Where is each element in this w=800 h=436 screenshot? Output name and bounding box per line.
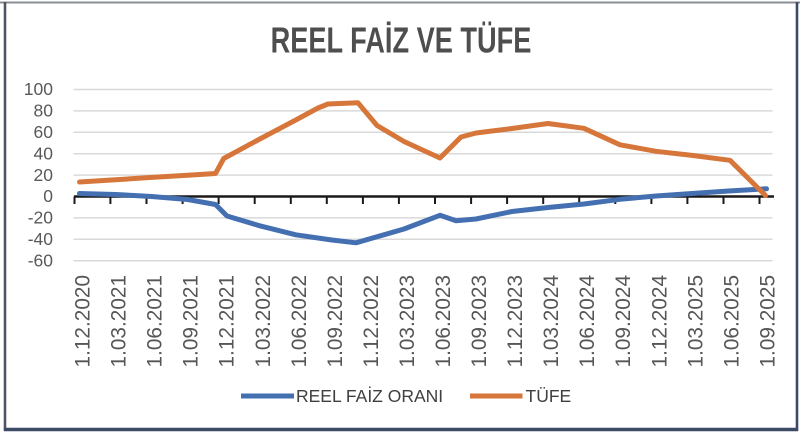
svg-text:60: 60: [34, 122, 54, 142]
svg-text:1.06.2023: 1.06.2023: [432, 275, 455, 368]
svg-text:0: 0: [43, 186, 53, 206]
svg-text:1.12.2023: 1.12.2023: [504, 275, 527, 368]
svg-text:1.06.2021: 1.06.2021: [144, 275, 167, 368]
svg-text:TÜFE: TÜFE: [526, 386, 572, 406]
svg-text:80: 80: [34, 101, 54, 121]
svg-text:1.09.2025: 1.09.2025: [756, 275, 779, 368]
svg-text:1.06.2022: 1.06.2022: [288, 275, 311, 368]
svg-text:1.06.2024: 1.06.2024: [576, 275, 599, 368]
svg-text:1.03.2023: 1.03.2023: [396, 275, 419, 368]
svg-text:-40: -40: [28, 229, 54, 249]
svg-text:1.09.2024: 1.09.2024: [612, 275, 635, 368]
svg-text:20: 20: [34, 165, 54, 185]
svg-text:-60: -60: [28, 250, 54, 270]
svg-text:1.12.2024: 1.12.2024: [648, 275, 671, 368]
svg-text:40: 40: [34, 143, 54, 163]
svg-text:1.03.2025: 1.03.2025: [684, 275, 707, 368]
svg-text:100: 100: [24, 79, 53, 99]
svg-text:1.12.2020: 1.12.2020: [72, 275, 95, 368]
svg-text:1.09.2022: 1.09.2022: [324, 275, 347, 368]
svg-text:1.03.2022: 1.03.2022: [252, 275, 275, 368]
svg-text:1.12.2021: 1.12.2021: [216, 275, 239, 368]
svg-text:REEL FAİZ VE TÜFE: REEL FAİZ VE TÜFE: [271, 19, 532, 60]
svg-text:1.03.2021: 1.03.2021: [108, 275, 131, 368]
svg-text:1.09.2021: 1.09.2021: [180, 275, 203, 368]
svg-text:1.12.2022: 1.12.2022: [360, 275, 383, 368]
svg-text:-20: -20: [28, 208, 54, 228]
svg-text:1.03.2024: 1.03.2024: [540, 275, 563, 368]
svg-text:REEL FAİZ ORANI: REEL FAİZ ORANI: [296, 386, 443, 406]
svg-text:1.09.2023: 1.09.2023: [468, 275, 491, 368]
svg-text:1.06.2025: 1.06.2025: [720, 275, 743, 368]
